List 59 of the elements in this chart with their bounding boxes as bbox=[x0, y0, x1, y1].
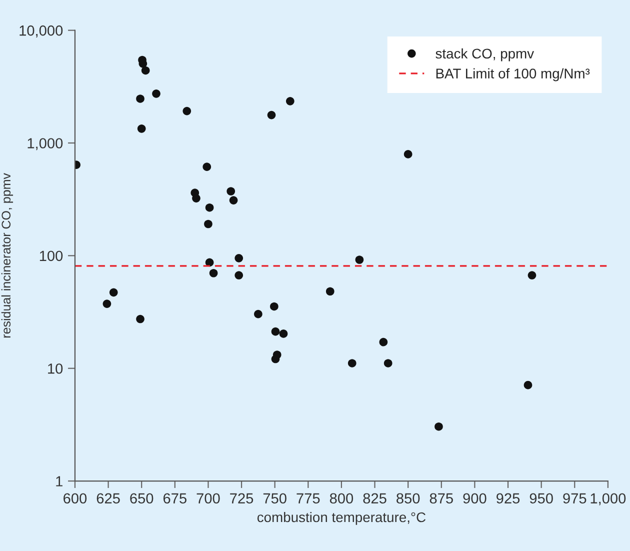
x-tick-label: 875 bbox=[430, 493, 453, 504]
point bbox=[152, 89, 160, 98]
point bbox=[528, 271, 536, 280]
x-tick-label: 975 bbox=[563, 493, 586, 504]
point bbox=[234, 271, 244, 280]
point bbox=[271, 354, 280, 364]
y-tick-label: 10 bbox=[48, 363, 63, 374]
point bbox=[204, 220, 212, 228]
x-tick-label: 725 bbox=[230, 493, 254, 504]
x-tick-label: 1,000 bbox=[590, 493, 626, 506]
point bbox=[267, 110, 276, 120]
y-tick-label: 10,000 bbox=[20, 25, 63, 38]
x-tick-label: 950 bbox=[530, 493, 553, 504]
point bbox=[404, 150, 412, 158]
point bbox=[384, 359, 392, 368]
point bbox=[524, 380, 532, 390]
point bbox=[182, 106, 192, 116]
point bbox=[137, 124, 146, 133]
point bbox=[136, 94, 144, 103]
x-tick-label: 650 bbox=[130, 493, 154, 504]
x-tick-label: 750 bbox=[263, 493, 286, 504]
x-tick-label: 700 bbox=[196, 493, 220, 504]
x-tick-label: 675 bbox=[163, 493, 186, 504]
point bbox=[205, 203, 214, 212]
point bbox=[202, 162, 212, 172]
point bbox=[379, 338, 388, 346]
x-tick-label: 825 bbox=[363, 493, 386, 504]
point bbox=[254, 310, 262, 318]
legend-label: BAT Limit of 100 mg/Nm³ bbox=[436, 68, 590, 82]
point bbox=[348, 359, 356, 368]
x-tick-label: 625 bbox=[96, 493, 120, 504]
x-axis-title: combustion temperature,°C bbox=[257, 512, 426, 525]
point bbox=[109, 288, 118, 297]
x-tick-label: 600 bbox=[64, 493, 87, 504]
point bbox=[286, 97, 294, 106]
point bbox=[279, 330, 288, 338]
legend-label: stack CO, ppmv bbox=[436, 48, 534, 62]
x-tick-label: 800 bbox=[330, 493, 354, 504]
point bbox=[102, 300, 112, 308]
x-tick-label: 900 bbox=[463, 493, 486, 504]
point bbox=[136, 314, 144, 324]
x-tick-label: 775 bbox=[296, 493, 320, 504]
point bbox=[234, 254, 244, 262]
point bbox=[326, 287, 334, 296]
y-tick-label: 1,000 bbox=[28, 138, 63, 150]
point bbox=[209, 268, 218, 278]
y-tick-label: 100 bbox=[40, 250, 63, 262]
x-tick-label: 925 bbox=[496, 493, 520, 504]
point bbox=[355, 256, 364, 264]
point bbox=[226, 187, 236, 196]
y-axis-title: residual incinerator CO, ppmv bbox=[1, 173, 14, 338]
point bbox=[270, 302, 278, 311]
point bbox=[141, 66, 150, 75]
point bbox=[192, 194, 200, 202]
point bbox=[271, 327, 280, 336]
y-tick-label: 1 bbox=[56, 476, 62, 486]
point bbox=[434, 422, 443, 431]
point bbox=[229, 196, 238, 204]
x-tick-label: 850 bbox=[396, 493, 420, 504]
